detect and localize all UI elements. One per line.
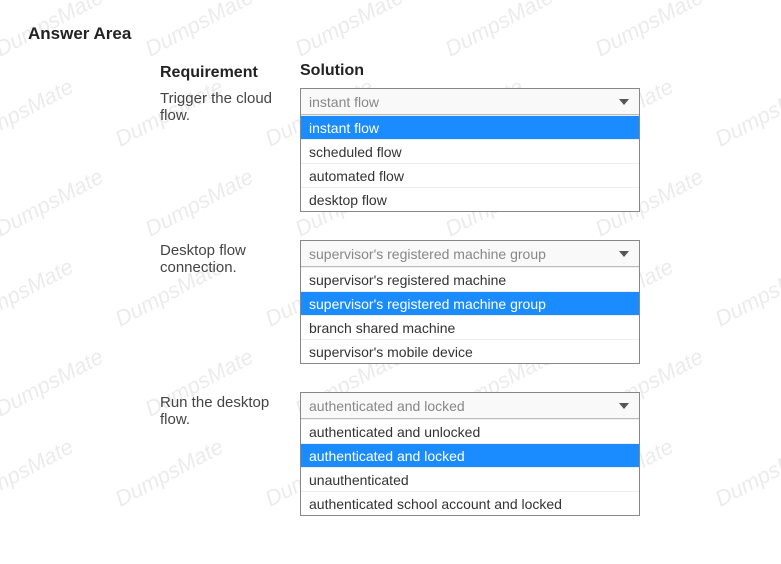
column-header-requirement: Requirement [20,62,300,82]
dropdown-selected[interactable]: authenticated and locked [301,393,639,419]
requirement-label: Desktop flow connection. [20,240,300,276]
requirement-label: Run the desktop flow. [20,392,300,428]
answer-area: Answer Area Requirement Solution Trigger… [0,0,781,564]
solution-cell: instant flowinstant flowscheduled flowau… [300,88,640,212]
requirement-row: Run the desktop flow.authenticated and l… [20,392,761,516]
solution-cell: authenticated and lockedauthenticated an… [300,392,640,516]
requirement-row: Desktop flow connection.supervisor's reg… [20,240,761,364]
dropdown-selected[interactable]: supervisor's registered machine group [301,241,639,267]
chevron-down-icon[interactable] [615,93,633,111]
dropdown-option[interactable]: branch shared machine [301,315,639,339]
dropdown-option[interactable]: scheduled flow [301,139,639,163]
requirement-row: Trigger the cloud flow.instant flowinsta… [20,88,761,212]
column-header-solution: Solution [300,62,640,80]
dropdown-option[interactable]: supervisor's registered machine [301,267,639,291]
requirement-label: Trigger the cloud flow. [20,88,300,124]
chevron-down-icon[interactable] [615,397,633,415]
dropdown-option[interactable]: instant flow [301,115,639,139]
dropdown-selected-text: instant flow [309,94,379,110]
solution-dropdown[interactable]: supervisor's registered machine groupsup… [300,240,640,364]
dropdown-option[interactable]: unauthenticated [301,467,639,491]
solution-cell: supervisor's registered machine groupsup… [300,240,640,364]
chevron-down-icon[interactable] [615,245,633,263]
dropdown-selected[interactable]: instant flow [301,89,639,115]
solution-dropdown[interactable]: instant flowinstant flowscheduled flowau… [300,88,640,212]
dropdown-option[interactable]: desktop flow [301,187,639,211]
dropdown-option[interactable]: authenticated and locked [301,443,639,467]
dropdown-selected-text: supervisor's registered machine group [309,246,546,262]
dropdown-option[interactable]: automated flow [301,163,639,187]
dropdown-option[interactable]: authenticated school account and locked [301,491,639,515]
dropdown-option[interactable]: supervisor's mobile device [301,339,639,363]
dropdown-selected-text: authenticated and locked [309,398,465,414]
dropdown-option[interactable]: authenticated and unlocked [301,419,639,443]
header-row: Requirement Solution [20,62,761,82]
dropdown-option[interactable]: supervisor's registered machine group [301,291,639,315]
page-title: Answer Area [28,24,761,44]
solution-dropdown[interactable]: authenticated and lockedauthenticated an… [300,392,640,516]
